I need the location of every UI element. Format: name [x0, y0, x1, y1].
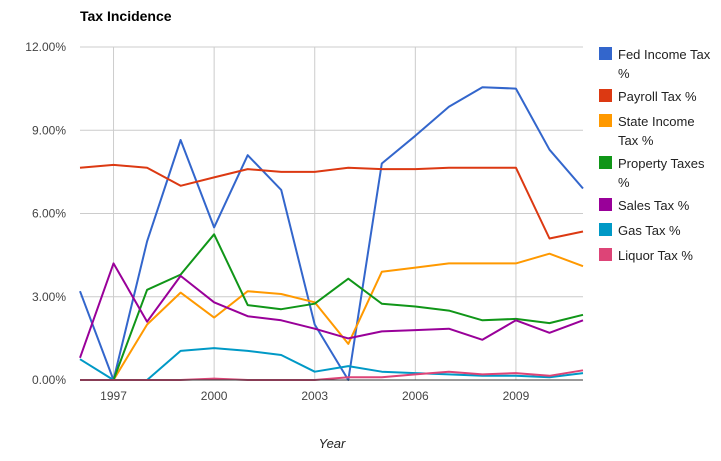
series-line-state-income-tax[interactable] [80, 252, 584, 381]
legend-label: State Income [618, 114, 695, 129]
x-axis-ticks: 1997 2000 2003 2006 2009 [100, 389, 529, 403]
y-tick-label: 0.00% [32, 373, 66, 387]
y-axis-ticks: 0.00% 3.00% 6.00% 9.00% 12.00% [25, 40, 66, 387]
legend-label: Fed Income Tax [618, 47, 711, 62]
series-line-fed-income-tax[interactable] [79, 86, 584, 381]
legend-swatch [599, 248, 612, 261]
legend-label: Payroll Tax % [618, 89, 697, 104]
legend-label: Sales Tax % [618, 198, 690, 213]
chart-title: Tax Incidence [80, 8, 172, 24]
x-tick-label: 2009 [503, 389, 530, 403]
x-tick-label: 2006 [402, 389, 429, 403]
y-tick-label: 3.00% [32, 290, 66, 304]
y-tick-label: 12.00% [25, 40, 66, 54]
series-line-property-taxes[interactable] [80, 233, 584, 381]
legend-swatch [599, 198, 612, 211]
legend-swatch [599, 223, 612, 236]
series-line-gas-tax[interactable] [79, 347, 584, 381]
x-tick-label: 1997 [100, 389, 127, 403]
legend-item-sales-tax[interactable]: Sales Tax % [599, 198, 690, 213]
series-line-sales-tax[interactable] [79, 262, 584, 359]
legend: Fed Income Tax% Payroll Tax % State Income… [599, 47, 711, 263]
series-lines [79, 86, 584, 381]
y-tick-label: 6.00% [32, 207, 66, 221]
legend-label: % [618, 66, 630, 81]
x-axis-title: Year [319, 436, 346, 451]
legend-label: Liquor Tax % [618, 248, 693, 263]
y-tick-label: 9.00% [32, 123, 66, 137]
legend-item-payroll-tax[interactable]: Payroll Tax % [599, 89, 697, 104]
x-tick-label: 2003 [301, 389, 328, 403]
legend-item-state-income-tax[interactable]: State Income Tax % [599, 114, 695, 148]
legend-item-gas-tax[interactable]: Gas Tax % [599, 223, 681, 238]
legend-item-liquor-tax[interactable]: Liquor Tax % [599, 248, 693, 263]
legend-swatch [599, 114, 612, 127]
legend-label: % [618, 175, 630, 190]
legend-label: Tax % [618, 133, 654, 148]
legend-item-fed-income-tax[interactable]: Fed Income Tax% [599, 47, 711, 81]
legend-swatch [599, 89, 612, 102]
x-tick-label: 2000 [201, 389, 228, 403]
legend-swatch [599, 47, 612, 60]
legend-label: Gas Tax % [618, 223, 681, 238]
legend-label: Property Taxes [618, 156, 705, 171]
legend-swatch [599, 156, 612, 169]
legend-item-property-taxes[interactable]: Property Taxes% [599, 156, 705, 190]
series-line-payroll-tax[interactable] [79, 163, 584, 240]
